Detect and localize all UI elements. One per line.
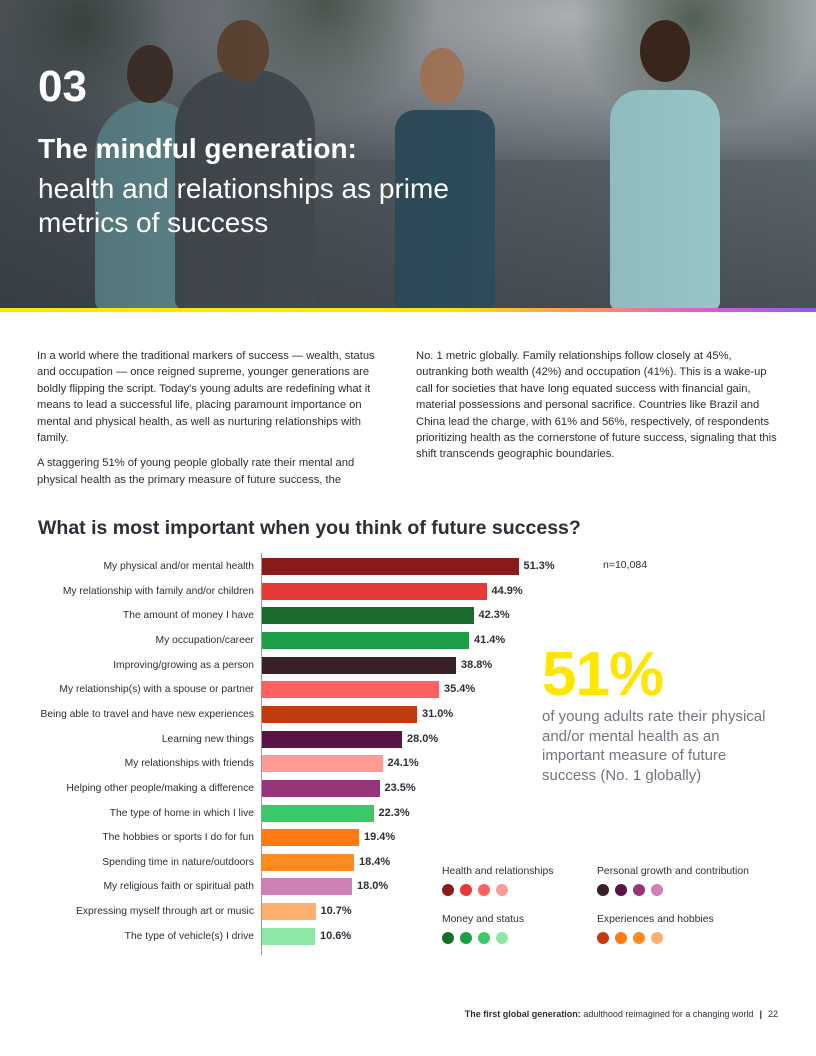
- bar-value-label: 22.3%: [378, 807, 410, 819]
- legend-dot: [496, 932, 508, 944]
- bar-label: Helping other people/making a difference: [66, 783, 254, 794]
- gradient-divider: [0, 308, 816, 312]
- legend-swatches: [442, 932, 508, 944]
- bar-label: The amount of money I have: [122, 610, 254, 621]
- bar-label: Improving/growing as a person: [113, 660, 254, 671]
- body-paragraph: In a world where the traditional markers…: [37, 350, 375, 445]
- bar: [262, 607, 474, 624]
- bar-value-label: 18.0%: [357, 880, 389, 892]
- bar-value-label: 23.5%: [384, 782, 416, 794]
- bar: [262, 928, 315, 945]
- page-subtitle: health and relationships as prime metric…: [38, 173, 449, 238]
- bar-value-label: 35.4%: [444, 683, 476, 695]
- legend-title: Personal growth and contribution: [597, 866, 749, 877]
- bar: [262, 558, 519, 575]
- callout-text: of young adults rate their physical and/…: [542, 708, 766, 784]
- bar: [262, 706, 417, 723]
- bar: [262, 854, 354, 871]
- bar-value-label: 42.3%: [478, 609, 510, 621]
- bar-value-label: 18.4%: [359, 856, 391, 868]
- legend-dot: [460, 932, 472, 944]
- hero-overlay: [0, 0, 816, 308]
- page-number: 22: [767, 1009, 778, 1019]
- page-title: The mindful generation:: [38, 133, 357, 164]
- chart-axis: [261, 553, 262, 955]
- bar-value-label: 19.4%: [364, 831, 396, 843]
- bar-value-label: 41.4%: [474, 634, 506, 646]
- chart-title: What is most important when you think of…: [38, 517, 581, 539]
- legend-swatches: [597, 884, 663, 896]
- body-paragraph: A staggering 51% of young people globall…: [37, 457, 355, 486]
- sample-size: n=10,084: [603, 559, 648, 571]
- bar-value-label: 31.0%: [422, 708, 454, 720]
- legend-dot: [460, 884, 472, 896]
- bar: [262, 583, 487, 600]
- legend-title: Money and status: [442, 914, 525, 925]
- bar: [262, 780, 380, 797]
- bar-label: My relationships with friends: [124, 758, 254, 769]
- bar-label: Spending time in nature/outdoors: [102, 857, 254, 868]
- page-footer: The first global generation: adulthood r…: [465, 1009, 778, 1019]
- bar-value-label: 38.8%: [461, 659, 493, 671]
- section-number: 03: [38, 62, 87, 111]
- bar-value-label: 51.3%: [523, 560, 555, 572]
- bar-value-label: 10.6%: [320, 930, 352, 942]
- legend-dot: [615, 884, 627, 896]
- legend-dot: [651, 932, 663, 944]
- body-paragraph: No. 1 metric globally. Family relationsh…: [416, 350, 777, 461]
- bar-value-label: 28.0%: [407, 733, 439, 745]
- legend-dot: [597, 932, 609, 944]
- legend-dot: [442, 884, 454, 896]
- bar-label: My religious faith or spiritual path: [103, 881, 254, 892]
- legend-title: Health and relationships: [442, 866, 554, 877]
- bar-label: Expressing myself through art or music: [76, 906, 254, 917]
- legend-dot: [615, 932, 627, 944]
- hero-image: 03 The mindful generation: health and re…: [0, 0, 816, 308]
- footer-bold: The first global generation:: [464, 1009, 581, 1019]
- body-column-right: No. 1 metric globally. Family relationsh…: [416, 348, 778, 472]
- bar-value-label: 44.9%: [491, 585, 523, 597]
- callout-stat: 51%: [542, 640, 664, 709]
- bar-label: Learning new things: [161, 734, 254, 745]
- bar: [262, 755, 383, 772]
- bar: [262, 657, 456, 674]
- legend-dot: [442, 932, 454, 944]
- body-column-left: In a world where the traditional markers…: [37, 348, 382, 497]
- bar-label: My physical and/or mental health: [103, 561, 254, 572]
- bar-label: The type of home in which I live: [109, 808, 254, 819]
- footer-text: adulthood reimagined for a changing worl…: [583, 1009, 754, 1019]
- bar-value-label: 10.7%: [320, 905, 352, 917]
- footer-separator: |: [759, 1009, 762, 1019]
- bar-label: The hobbies or sports I do for fun: [102, 832, 254, 843]
- bar: [262, 681, 439, 698]
- bar-label: My relationship with family and/or child…: [62, 586, 254, 597]
- legend-dot: [478, 884, 490, 896]
- legend-dot: [633, 884, 645, 896]
- bar: [262, 731, 402, 748]
- bar: [262, 632, 469, 649]
- bar: [262, 903, 316, 920]
- bar-label: Being able to travel and have new experi…: [40, 709, 254, 720]
- legend-swatches: [442, 884, 508, 896]
- legend-title: Experiences and hobbies: [597, 914, 714, 925]
- legend-dot: [597, 884, 609, 896]
- bar-label: My relationship(s) with a spouse or part…: [59, 684, 254, 695]
- bar: [262, 829, 359, 846]
- bar: [262, 878, 352, 895]
- legend-dot: [496, 884, 508, 896]
- legend-dot: [478, 932, 490, 944]
- bar-label: The type of vehicle(s) I drive: [124, 931, 254, 942]
- legend-swatches: [597, 932, 663, 944]
- bar: [262, 805, 374, 822]
- bar-label: My occupation/career: [155, 635, 254, 646]
- legend-dot: [651, 884, 663, 896]
- legend-dot: [633, 932, 645, 944]
- bar-value-label: 24.1%: [387, 757, 419, 769]
